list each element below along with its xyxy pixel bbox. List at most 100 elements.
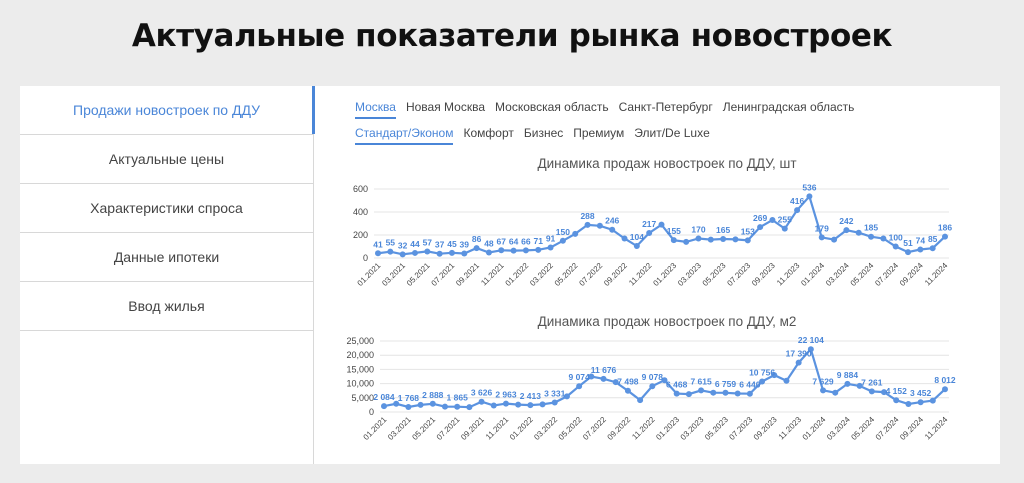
data-point [649,383,656,390]
region-tab-1[interactable]: Новая Москва [405,100,486,114]
x-tick-label: 03.2022 [532,415,559,442]
data-label: 44 [410,239,420,249]
data-point [843,227,850,234]
class-tab-1[interactable]: Комфорт [463,126,514,140]
data-point [794,207,801,214]
data-point [381,403,387,410]
data-label: 246 [605,216,619,226]
data-point [807,346,814,353]
data-label: 242 [839,216,853,226]
data-point [609,226,616,233]
data-point [831,236,838,243]
data-label: 66 [521,236,531,246]
x-tick-label: 05.2021 [405,261,432,288]
data-label: 11 676 [591,365,617,375]
data-point [375,250,381,257]
data-point [441,403,448,410]
data-point [436,250,443,257]
data-point [892,243,899,250]
data-label: 416 [790,196,804,206]
data-point [563,393,570,400]
data-label: 6 759 [715,379,737,389]
data-point [781,225,788,232]
x-tick-label: 07.2023 [727,415,754,442]
dashboard-panel: Продажи новостроек по ДДУ Актуальные цены… [20,86,1000,464]
data-point [855,229,862,236]
data-point [795,359,802,366]
data-label: 170 [691,224,705,234]
data-label: 9 078 [642,372,664,382]
data-point [387,248,394,255]
sidebar-item-0[interactable]: Продажи новостроек по ДДУ [20,86,315,135]
data-point [490,402,497,409]
class-tab-2[interactable]: Бизнес [523,126,564,140]
sidebar-item-2[interactable]: Характеристики спроса [20,184,313,233]
region-tab-2[interactable]: Московская область [495,100,609,114]
x-tick-label: 05.2023 [703,415,730,442]
data-point [744,237,751,244]
data-label: 10 756 [749,367,775,377]
data-point [844,380,851,387]
class-tabs: Стандарт/Эконом Комфорт Бизнес Премиум Элит/… [355,126,720,145]
x-tick-label: 07.2021 [435,415,462,442]
y-tick-label: 5,000 [351,393,374,403]
data-label: 7 615 [690,376,712,386]
class-tab-0[interactable]: Стандарт/Эконом [355,126,454,145]
data-point [881,389,888,396]
data-point [856,382,863,389]
x-tick-label: 07.2023 [725,261,752,288]
data-point [734,390,741,397]
data-point [720,236,727,243]
data-label: 269 [753,213,767,223]
data-point [588,373,595,380]
data-point [905,401,912,408]
data-point [783,377,790,384]
data-point [820,387,827,394]
data-label: 39 [460,240,470,250]
x-tick-label: 07.2022 [581,415,608,442]
sales-area-chart: Динамика продаж новостроек по ДДУ, м2 0 5,… [346,314,956,442]
x-tick-label: 05.2023 [701,261,728,288]
data-label: 51 [903,238,913,248]
x-tick-label: 09.2024 [898,261,925,288]
data-label: 288 [580,211,594,221]
region-tab-3[interactable]: Санкт-Петербург [618,100,713,114]
data-point [527,402,534,409]
region-tab-0[interactable]: Москва [355,100,396,119]
data-label: 7 629 [812,376,834,386]
data-label: 6 468 [666,380,688,390]
data-label: 8 012 [934,375,956,385]
y-tick-label: 20,000 [346,350,374,360]
class-tab-4[interactable]: Элит/De Luxe [634,126,710,140]
data-point [673,390,680,397]
data-point [893,397,900,404]
data-point [637,397,644,404]
data-label: 153 [741,226,755,236]
data-point [478,398,485,405]
sidebar-item-1[interactable]: Актуальные цены [20,135,313,184]
data-point [818,234,825,241]
data-label: 55 [386,238,396,248]
data-point [769,217,776,224]
sidebar-item-4[interactable]: Ввод жилья [20,282,313,331]
data-label: 6 440 [739,380,761,390]
x-tick-label: 09.2022 [602,261,629,288]
data-label: 165 [716,225,730,235]
data-point [572,230,579,237]
x-tick-label: 09.2021 [459,415,486,442]
data-point [510,247,517,254]
sidebar-item-3[interactable]: Данные ипотеки [20,233,313,282]
data-point [522,247,529,254]
region-tab-4[interactable]: Ленинградская область [722,100,855,114]
region-tabs: Москва Новая Москва Московская область Санк… [355,100,864,119]
data-point [917,246,924,253]
x-tick-label: 09.2022 [606,415,633,442]
data-point [806,193,813,200]
y-tick-label: 25,000 [346,336,374,346]
page-title: Актуальные показатели рынка новостроек [131,18,893,54]
x-tick-label: 09.2021 [454,261,481,288]
data-label: 7 498 [617,377,639,387]
data-point [710,389,717,396]
data-point [757,224,764,231]
class-tab-3[interactable]: Премиум [573,126,625,140]
